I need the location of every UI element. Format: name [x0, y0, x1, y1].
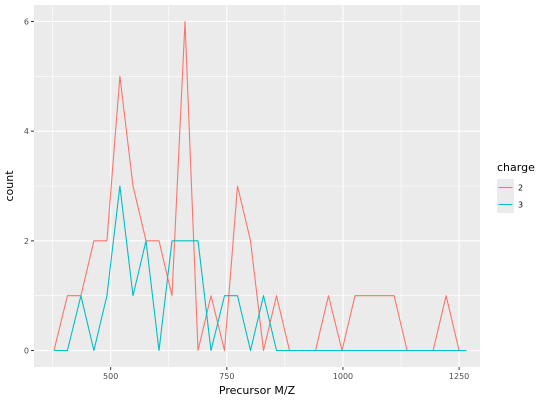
legend-label: 2	[518, 184, 523, 193]
y-tick-label: 6	[24, 17, 29, 26]
x-tick-label: 500	[103, 372, 118, 381]
legend-item-2: 2	[497, 179, 523, 196]
y-tick-label: 0	[24, 347, 29, 356]
y-axis-title: count	[3, 170, 16, 202]
axis-ticks	[31, 20, 460, 370]
legend: charge 23	[497, 161, 535, 213]
x-tick-label: 1250	[449, 372, 469, 381]
legend-item-3: 3	[497, 196, 523, 213]
tick-labels: 500 750 1000 1250 0 2 4 6	[24, 17, 469, 381]
series-layer	[53, 20, 467, 352]
y-tick-label: 4	[24, 127, 29, 136]
x-axis-title: Precursor M/Z	[219, 384, 296, 397]
series-line-2	[53, 20, 467, 352]
x-tick-label: 750	[219, 372, 234, 381]
legend-label: 3	[518, 201, 523, 210]
x-tick-label: 1000	[333, 372, 353, 381]
series-line-3	[54, 185, 467, 352]
y-tick-label: 2	[24, 237, 29, 246]
legend-items: 23	[497, 179, 523, 213]
minor-gridlines	[34, 5, 480, 367]
legend-title: charge	[497, 161, 535, 174]
